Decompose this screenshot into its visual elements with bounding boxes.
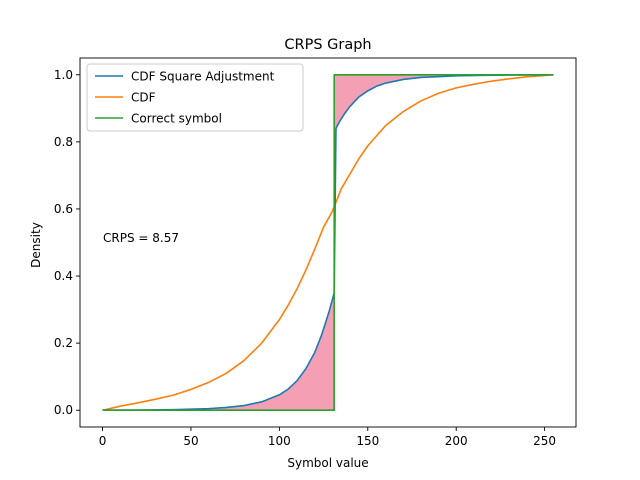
chart-title: CRPS Graph	[284, 37, 371, 53]
legend-label: CDF	[131, 91, 156, 105]
axes-layer: 0 50 100 150 200 250 0.0 0.2 0.4 0.6 0.8 1.0	[54, 57, 577, 448]
x-tick-label: 200	[445, 434, 468, 448]
legend-box	[86, 63, 304, 132]
x-tick-label: 50	[183, 434, 198, 448]
crps-area-layer	[102, 74, 554, 411]
legend: CDF Square Adjustment CDF Correct symbol	[86, 63, 304, 132]
y-tick-label: 0.2	[54, 336, 73, 350]
legend-label: Correct symbol	[131, 112, 222, 126]
series-layer	[102, 73, 554, 412]
crps-annotation: CRPS = 8.57	[103, 231, 179, 245]
y-axis-label: Density	[29, 222, 43, 268]
y-tick-label: 0.0	[54, 403, 73, 417]
x-tick-label: 100	[268, 434, 291, 448]
crps-area-right	[334, 74, 554, 293]
crps-area-left	[102, 292, 335, 411]
series-line-correct-symbol	[102, 73, 554, 412]
x-tick-label: 0	[99, 434, 107, 448]
y-tick-label: 0.6	[54, 202, 73, 216]
plot-frame	[79, 57, 577, 428]
y-tick-label: 0.8	[54, 135, 73, 149]
x-tick-label: 150	[356, 434, 379, 448]
series-line-cdf	[102, 73, 554, 412]
y-tick-label: 0.4	[54, 269, 73, 283]
y-tick-label: 1.0	[54, 68, 73, 82]
x-axis-label: Symbol value	[287, 456, 368, 470]
legend-label: CDF Square Adjustment	[131, 70, 275, 84]
x-tick-label: 250	[533, 434, 556, 448]
